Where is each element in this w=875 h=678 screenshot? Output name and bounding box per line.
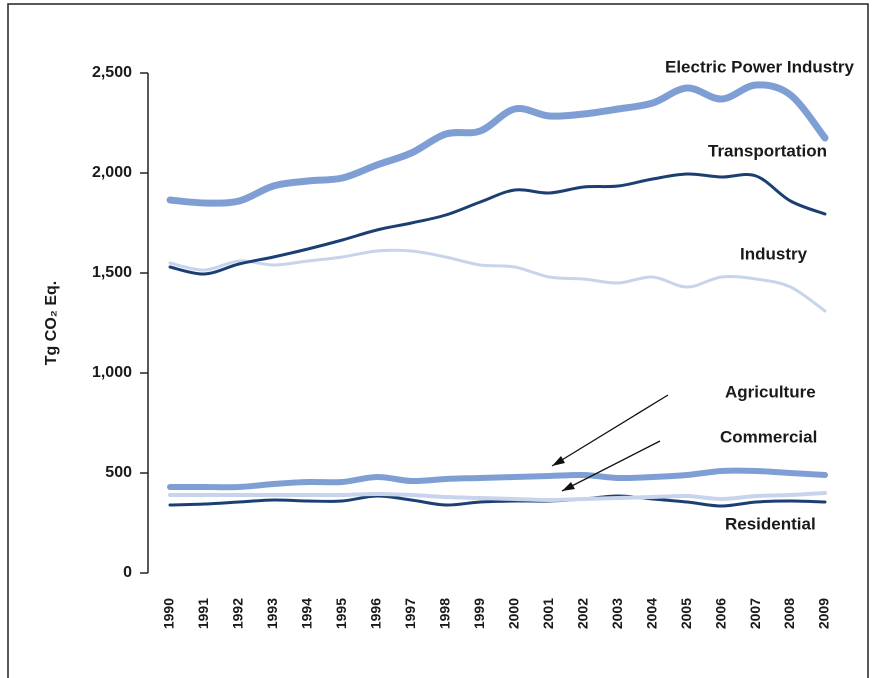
x-tick-label: 2008 <box>781 598 797 629</box>
x-tick-label: 2002 <box>574 598 590 629</box>
series-line <box>168 172 827 276</box>
x-tick-label: 1996 <box>368 598 384 629</box>
x-tick-label: 2005 <box>678 598 694 629</box>
x-tick-label: 1994 <box>299 598 315 629</box>
arrow-head <box>562 482 575 491</box>
arrow <box>561 440 661 492</box>
series-line <box>168 248 827 313</box>
frame <box>7 3 869 678</box>
x-tick-label: 2007 <box>747 598 763 629</box>
y-tick-label: 2,000 <box>92 164 132 181</box>
x-tick-label: 1991 <box>195 598 211 629</box>
x-tick-label: 1995 <box>333 598 349 629</box>
x-tick-label: 2004 <box>643 598 659 629</box>
x-tick-label: 1990 <box>161 598 177 629</box>
x-tick-label: 1998 <box>436 598 452 629</box>
series-line <box>166 81 829 207</box>
series-label: Commercial <box>720 427 817 446</box>
lines <box>166 81 829 508</box>
series-label: Electric Power Industry <box>665 57 854 76</box>
y-tick-label: 0 <box>123 564 132 581</box>
x-tick-label: 2006 <box>712 598 728 629</box>
x-tick-label: 1999 <box>471 598 487 629</box>
x-tick-label: 1997 <box>402 598 418 629</box>
x-tick-label: 2003 <box>609 598 625 629</box>
x-tick-label: 2009 <box>816 598 832 629</box>
x-tick-label: 2000 <box>505 598 521 629</box>
series-label: Residential <box>725 514 816 533</box>
x-tick-label: 1993 <box>264 598 280 629</box>
series-line <box>168 491 827 503</box>
series-line <box>167 467 828 491</box>
series-label: Agriculture <box>725 382 816 401</box>
arrow <box>551 394 669 467</box>
y-axis-label: Tg CO₂ Eq. <box>43 281 60 365</box>
y-tick-label: 1,500 <box>92 264 132 281</box>
x-tick-label: 2001 <box>540 598 556 629</box>
series-line <box>168 494 827 508</box>
series-label: Transportation <box>708 141 827 160</box>
y-tick-label: 1,000 <box>92 364 132 381</box>
series-label: Industry <box>740 244 808 263</box>
arrow-head <box>552 456 565 466</box>
x-tick-label: 1992 <box>230 598 246 629</box>
y-tick-label: 2,500 <box>92 64 132 81</box>
y-tick-label: 500 <box>105 464 132 481</box>
